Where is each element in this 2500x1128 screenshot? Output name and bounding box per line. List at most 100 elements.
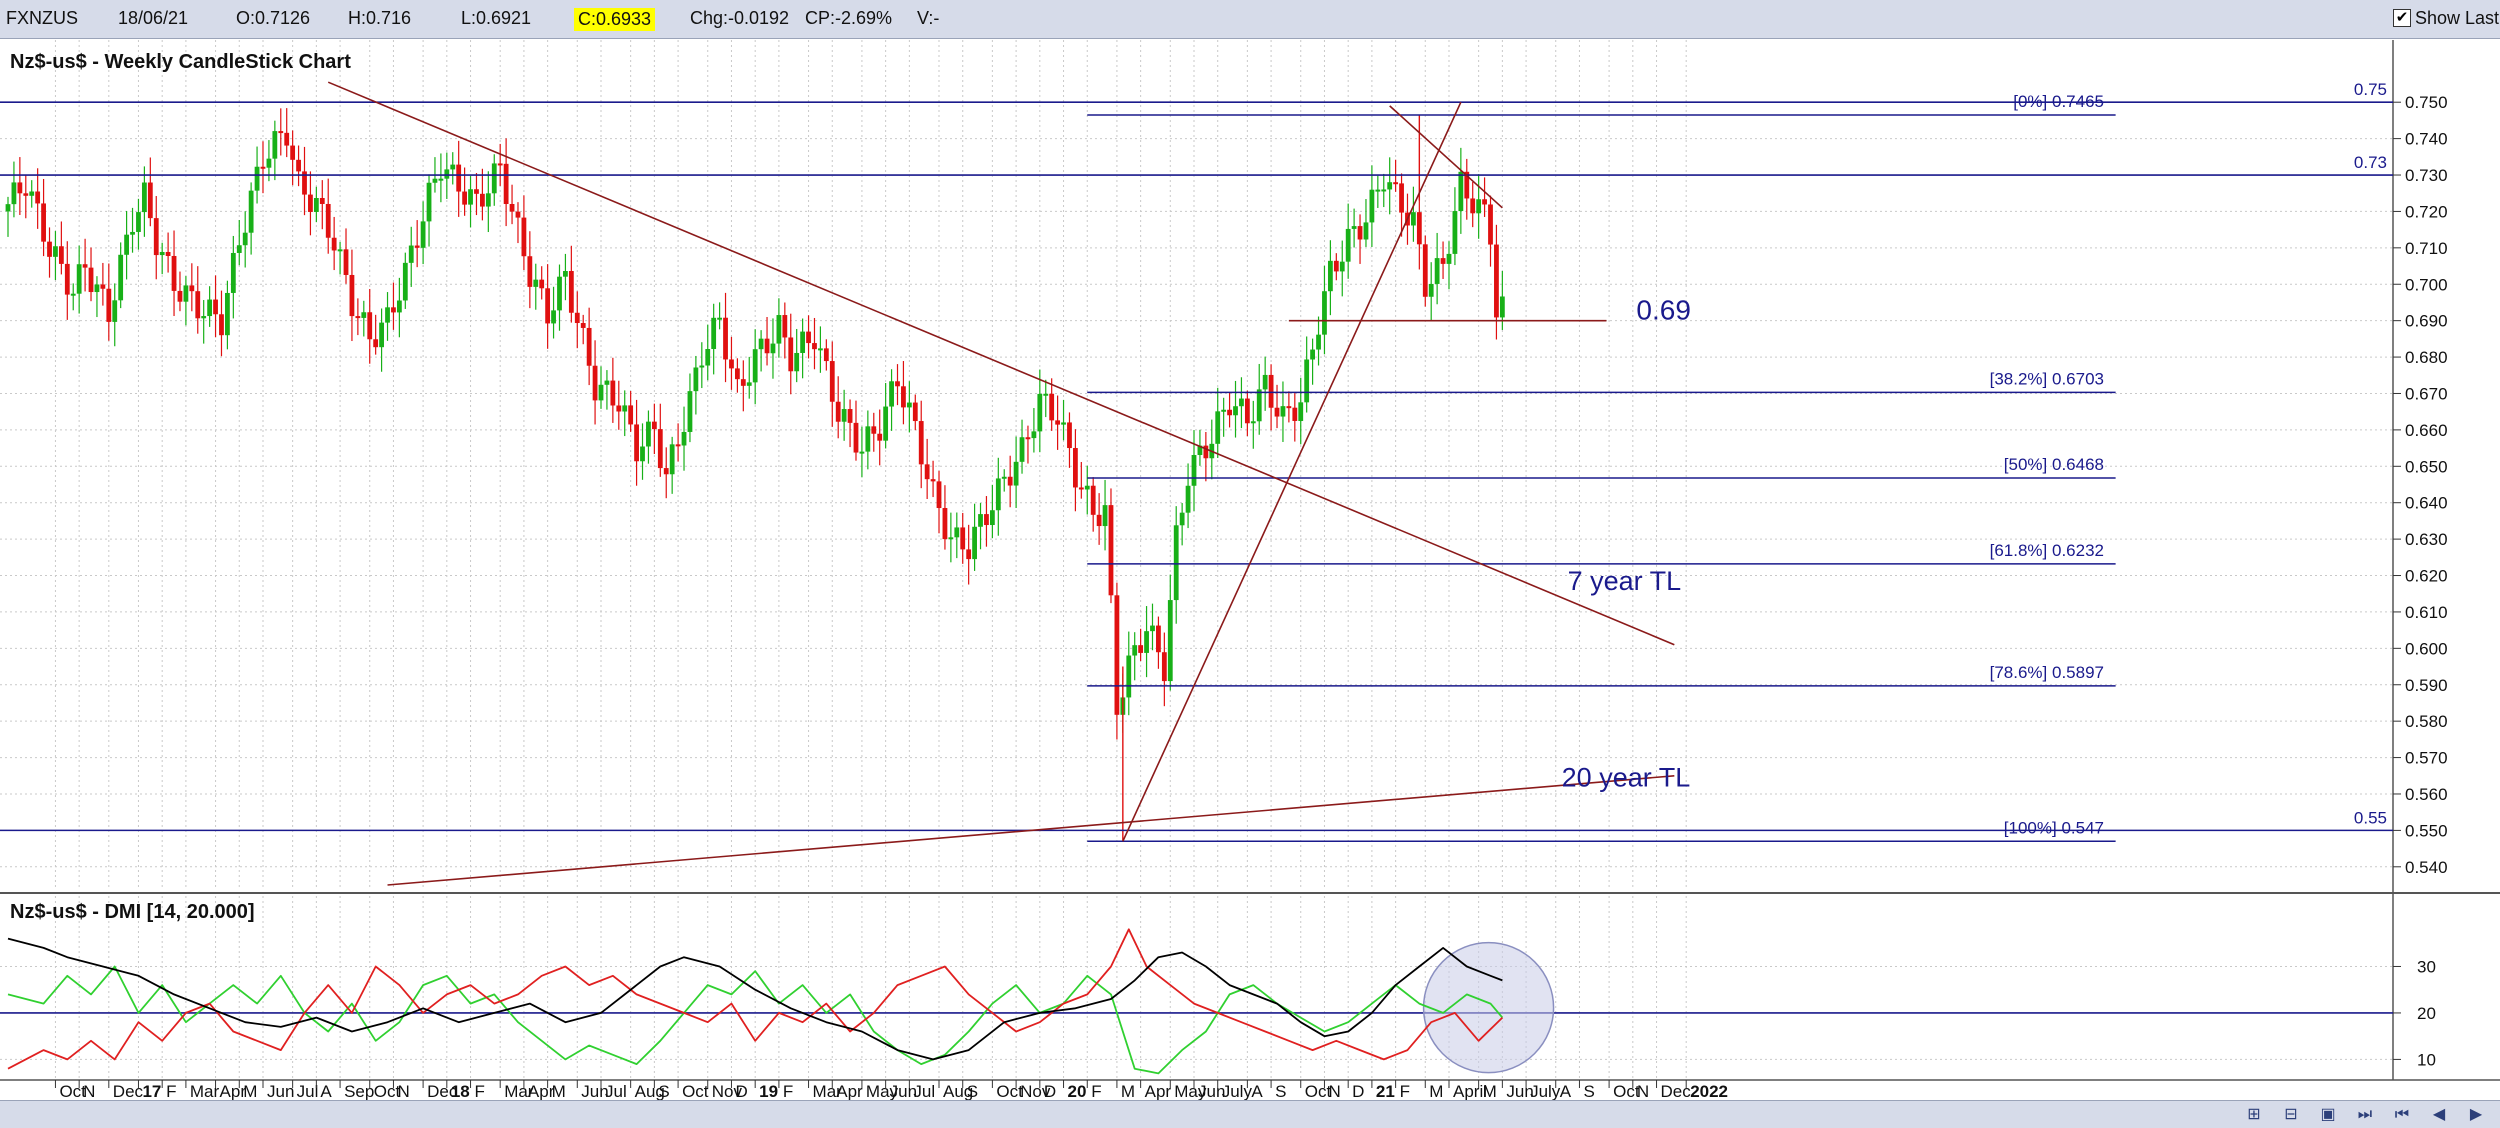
price-tick-label: 0.750 — [2405, 93, 2448, 112]
candle-body — [912, 402, 918, 422]
dmi-tick-label: 10 — [2417, 1050, 2436, 1069]
candle-body — [1084, 485, 1090, 490]
candle-body — [201, 316, 207, 319]
candle-body — [527, 256, 533, 287]
candle-body — [165, 251, 171, 256]
zoom-in-icon[interactable]: ⊞ — [2247, 1106, 2261, 1123]
candle-body — [70, 293, 76, 296]
time-label: A — [1560, 1082, 1572, 1100]
zoom-out-icon[interactable]: ⊟ — [2284, 1106, 2298, 1123]
candle-body — [942, 508, 948, 540]
time-label: M — [552, 1082, 566, 1100]
candle-body — [616, 405, 622, 412]
price-tick-label: 0.740 — [2405, 130, 2448, 149]
candle-body — [545, 288, 551, 324]
candle-body — [1150, 625, 1155, 632]
time-label: July — [1530, 1082, 1561, 1100]
candle-body — [177, 290, 183, 302]
candle-body — [171, 255, 177, 291]
time-label: Aug — [943, 1082, 973, 1100]
candle-body — [717, 317, 722, 320]
scroll-end-icon[interactable]: ⏭ — [2357, 1106, 2373, 1123]
price-tick-label: 0.590 — [2405, 676, 2448, 695]
time-label: Dec — [427, 1082, 458, 1100]
candle-body — [1031, 431, 1037, 439]
candle-body — [1185, 485, 1191, 513]
candle-body — [871, 426, 877, 434]
candle-body — [687, 391, 693, 432]
candle-body — [711, 317, 717, 349]
candle-body — [319, 198, 325, 204]
candle-body — [1096, 514, 1102, 527]
time-label: M — [1483, 1082, 1497, 1100]
time-label: 21 — [1376, 1082, 1395, 1100]
time-label: F — [1091, 1082, 1101, 1100]
candle-body — [290, 145, 296, 160]
candle-body — [598, 384, 604, 401]
candle-body — [557, 276, 562, 311]
quote-bar: FXNZUS 18/06/21 O:0.7126 H:0.716 L:0.692… — [0, 0, 2500, 39]
candle-body — [420, 221, 426, 248]
candle-body — [379, 322, 384, 348]
candle-body — [367, 312, 373, 340]
candle-body — [438, 178, 444, 181]
time-label: N — [83, 1082, 95, 1100]
adx-line — [7, 937, 1503, 1061]
candle-body — [752, 349, 758, 383]
candle-body — [1416, 212, 1422, 245]
candle-body — [183, 285, 189, 302]
candle-body — [272, 131, 278, 159]
candle-body — [124, 234, 129, 255]
candle-body — [47, 241, 52, 257]
candle-body — [580, 323, 586, 328]
time-label: Jul — [605, 1082, 627, 1100]
candle-body — [373, 339, 379, 348]
candle-body — [1037, 393, 1043, 432]
candle-body — [1434, 258, 1440, 284]
candle-body — [853, 422, 859, 453]
show-last-checkbox[interactable]: ✔ — [2393, 9, 2411, 27]
candle-body — [444, 169, 450, 179]
time-label: Jun — [1506, 1082, 1533, 1100]
candle-body — [1422, 244, 1428, 297]
time-label: Oct — [996, 1082, 1023, 1100]
time-label: Oct — [1305, 1082, 1332, 1100]
candle-body — [901, 386, 906, 408]
scroll-left-icon[interactable]: ◀ — [2432, 1106, 2446, 1123]
chart-title: Nz$-us$ - Weekly CandleStick Chart — [10, 51, 351, 73]
time-label: Mar — [190, 1082, 220, 1100]
fib-label: [0%] 0.7465 — [2013, 92, 2104, 111]
candle-body — [432, 178, 438, 183]
candle-body — [1067, 422, 1072, 449]
candle-body — [213, 299, 218, 315]
fit-icon[interactable]: ▣ — [2320, 1106, 2336, 1123]
time-label: F — [166, 1082, 176, 1100]
candle-body — [972, 526, 977, 560]
candle-body — [841, 409, 847, 422]
candle-body — [693, 367, 699, 392]
candle-body — [1043, 393, 1049, 396]
scroll-first-icon[interactable]: ⏮ — [2394, 1106, 2410, 1123]
candle-body — [859, 451, 865, 454]
time-label: Jun — [1198, 1082, 1225, 1100]
candle-body — [1138, 645, 1144, 653]
candle-body — [604, 380, 610, 385]
candle-body — [159, 251, 165, 256]
level-label: 0.75 — [2354, 80, 2387, 99]
candle-body — [23, 193, 29, 196]
candle-body — [1464, 171, 1470, 199]
candle-body — [1274, 407, 1280, 417]
candle-body — [426, 182, 432, 222]
time-label: N — [1328, 1082, 1340, 1100]
candle-body — [349, 274, 355, 317]
scroll-right-icon[interactable]: ▶ — [2469, 1106, 2483, 1123]
candle-body — [1073, 448, 1078, 488]
candle-body — [1179, 512, 1185, 526]
candle-body — [936, 481, 942, 509]
candle-body — [823, 348, 829, 362]
candle-body — [450, 164, 456, 170]
candle-body — [284, 132, 290, 146]
price-axis: 0.540 0.550 0.560 0.570 0.580 0.590 0.600 0.610… — [2393, 93, 2448, 877]
candle-body — [681, 431, 687, 446]
level-label: 0.73 — [2354, 153, 2387, 172]
